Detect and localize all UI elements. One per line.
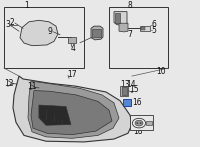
Text: 3: 3 [5, 20, 10, 29]
Circle shape [132, 118, 146, 128]
Text: 6: 6 [152, 20, 156, 29]
Text: 13: 13 [120, 80, 130, 88]
Text: 17: 17 [68, 70, 77, 79]
Circle shape [140, 122, 142, 124]
Bar [122, 87, 127, 95]
Text: 10: 10 [156, 67, 166, 76]
Circle shape [136, 122, 138, 124]
Bar [115, 13, 120, 23]
Text: 4: 4 [71, 44, 76, 53]
Text: 1: 1 [24, 1, 29, 10]
Polygon shape [28, 81, 119, 138]
Text: 8: 8 [127, 1, 132, 10]
Text: 16: 16 [132, 98, 142, 107]
Text: 9: 9 [48, 27, 52, 36]
Bar [123, 98, 131, 106]
Bar [130, 115, 153, 130]
Polygon shape [114, 12, 127, 25]
Text: 14: 14 [126, 80, 136, 88]
Text: 2: 2 [10, 18, 14, 27]
Polygon shape [119, 23, 128, 32]
Bar [68, 37, 76, 43]
Text: 15: 15 [130, 85, 139, 94]
Polygon shape [39, 105, 71, 125]
Polygon shape [31, 91, 112, 135]
Bar [109, 7, 168, 68]
Bar [141, 27, 145, 30]
Polygon shape [91, 26, 103, 40]
Text: 18: 18 [134, 127, 143, 136]
Bar [140, 26, 150, 31]
Polygon shape [20, 20, 58, 46]
Bar [92, 29, 101, 37]
Text: 5: 5 [152, 26, 156, 35]
Bar [146, 121, 152, 125]
Bar [120, 86, 128, 96]
Circle shape [135, 120, 143, 126]
Text: 11: 11 [28, 82, 37, 91]
Bar [4, 7, 84, 68]
Text: 12: 12 [4, 79, 14, 88]
Polygon shape [13, 76, 132, 142]
Text: 7: 7 [127, 30, 132, 39]
